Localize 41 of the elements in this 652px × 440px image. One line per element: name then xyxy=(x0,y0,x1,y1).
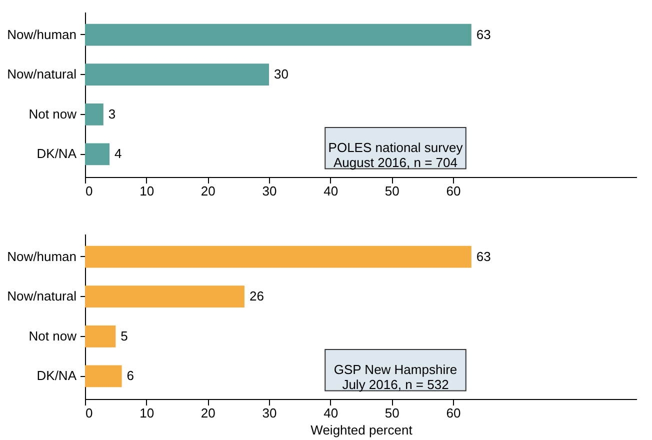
bar xyxy=(85,365,122,388)
y-tick-label: Not now xyxy=(28,106,78,122)
x-tick-label: 60 xyxy=(446,406,461,420)
x-tick-label: 40 xyxy=(324,184,338,198)
x-tick-label: 40 xyxy=(324,406,338,420)
y-tick-label: Not now xyxy=(28,328,78,344)
bar xyxy=(85,103,104,126)
y-tick-label: Now/human xyxy=(7,248,76,264)
y-tick-label: Now/human xyxy=(7,26,76,42)
y-tick-label: Now/natural xyxy=(7,288,77,304)
data-label: 4 xyxy=(114,146,122,162)
bar xyxy=(85,286,244,308)
data-label: 63 xyxy=(476,26,491,42)
x-tick-label: 50 xyxy=(384,184,400,198)
x-axis-title: Weighted percent xyxy=(310,422,413,438)
data-label: 30 xyxy=(274,66,288,82)
annotation: POLES national survey August 2016, n = 704 xyxy=(328,140,464,170)
x-tick-label: 10 xyxy=(140,406,154,420)
data-label: 63 xyxy=(476,248,491,264)
x-tick-label: 0 xyxy=(86,184,93,198)
x-tick-label: 30 xyxy=(262,184,277,198)
y-tick-label: Now/natural xyxy=(7,66,77,82)
y-tick-label: DK/NA xyxy=(36,368,77,384)
bar xyxy=(85,143,110,166)
x-tick-label: 50 xyxy=(384,406,400,420)
annotation: GSP New Hampshire July 2016, n = 532 xyxy=(334,362,458,392)
bar xyxy=(85,246,472,268)
bar xyxy=(85,64,269,86)
x-tick-label: 10 xyxy=(140,184,154,198)
data-label: 5 xyxy=(120,328,128,344)
x-tick-label: 20 xyxy=(200,184,216,198)
y-tick-label: DK/NA xyxy=(36,146,77,162)
x-tick-label: 30 xyxy=(262,406,277,420)
bar xyxy=(85,325,116,348)
data-label: 26 xyxy=(249,288,264,304)
data-label: 3 xyxy=(108,106,116,122)
bar xyxy=(85,24,472,46)
x-tick-label: 20 xyxy=(200,406,216,420)
x-tick-label: 60 xyxy=(446,184,461,198)
x-tick-label: 0 xyxy=(86,406,93,420)
data-label: 6 xyxy=(126,368,134,384)
